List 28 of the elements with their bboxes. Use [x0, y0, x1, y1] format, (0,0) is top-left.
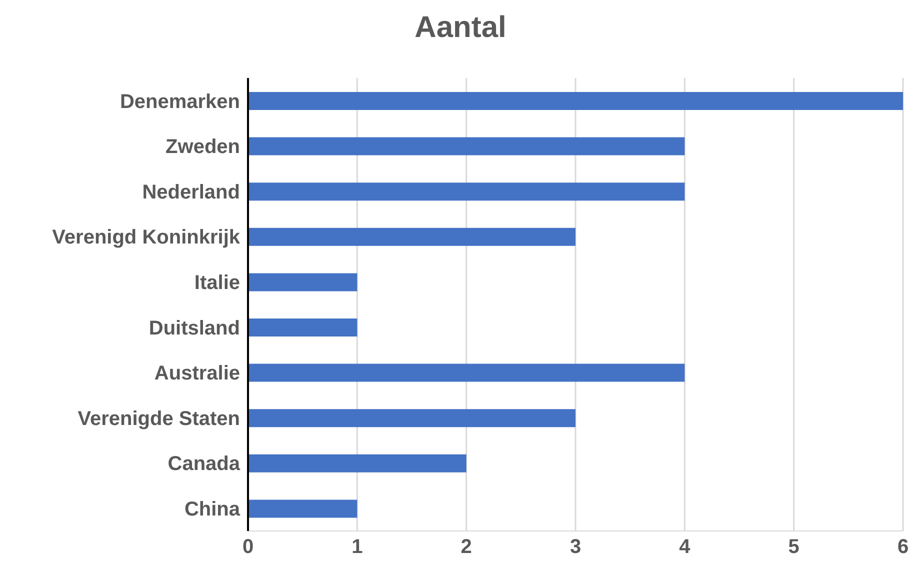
- y-tick-label: Zweden: [166, 136, 240, 158]
- x-tick-label: 3: [570, 536, 582, 558]
- bar: [248, 137, 685, 156]
- bar: [248, 228, 576, 246]
- bar: [248, 318, 358, 336]
- y-tick-label: Australie: [154, 362, 240, 385]
- bar: [248, 500, 358, 518]
- bar: [248, 454, 466, 472]
- y-tick-label: Verenigde Staten: [78, 408, 240, 430]
- x-tick-label: 4: [679, 536, 692, 558]
- bar: [248, 92, 903, 110]
- x-tick-label: 5: [788, 536, 800, 558]
- y-tick-label: Denemarken: [120, 90, 240, 113]
- bar: [248, 182, 685, 201]
- bar: [248, 273, 358, 292]
- bar: [248, 364, 685, 382]
- y-tick-label: Canada: [168, 453, 241, 476]
- chart-title: Aantal: [414, 10, 508, 46]
- x-tick-label: 1: [352, 536, 363, 558]
- y-tick-label: Verenigd Koninkrijk: [52, 226, 241, 249]
- y-tick-label: Duitsland: [148, 317, 240, 340]
- y-tick-label: Italie: [194, 272, 240, 294]
- x-tick-label: 0: [242, 536, 254, 558]
- y-tick-label: Nederland: [142, 181, 240, 204]
- y-tick-label: China: [184, 498, 241, 520]
- x-tick-label: 6: [897, 536, 909, 558]
- bar: [248, 409, 576, 428]
- x-tick-label: 2: [460, 536, 472, 558]
